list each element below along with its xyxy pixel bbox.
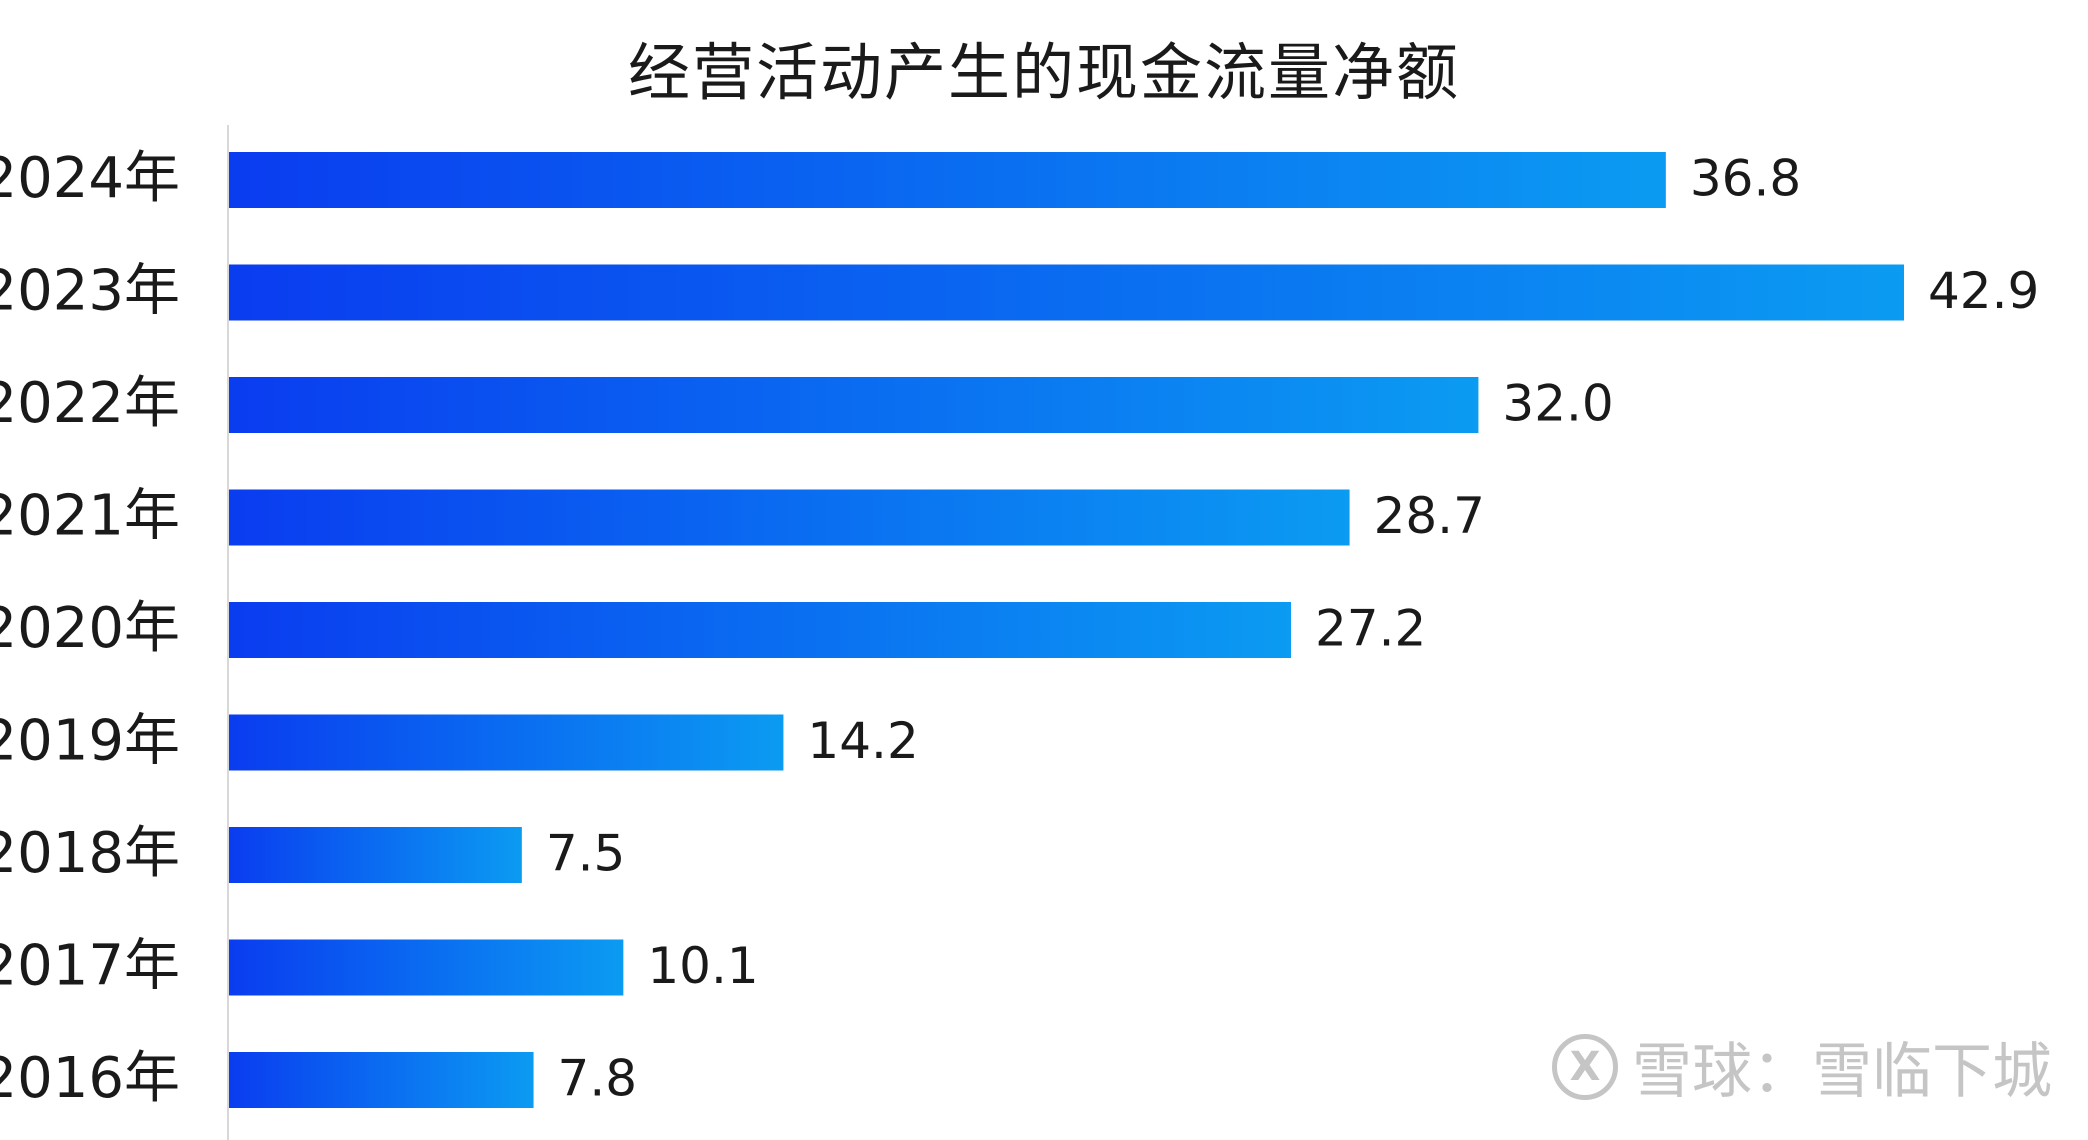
bar <box>229 939 624 996</box>
category-label: 2018年 <box>0 821 180 886</box>
value-label: 7.8 <box>558 1050 638 1108</box>
value-label: 42.9 <box>1928 262 2039 320</box>
value-label: 10.1 <box>647 937 758 995</box>
category-label: 2022年 <box>0 371 180 436</box>
value-label: 7.5 <box>546 825 626 883</box>
category-label: 2024年 <box>0 146 180 211</box>
category-label: 2019年 <box>0 709 180 774</box>
category-label: 2016年 <box>0 1046 180 1111</box>
bar <box>229 377 1479 433</box>
snowball-logo-icon: X <box>1552 1033 1618 1100</box>
value-label: 32.0 <box>1502 375 1613 433</box>
bar <box>229 602 1292 658</box>
bar <box>229 1052 534 1108</box>
watermark-text: 雪球：雪临下城 <box>1632 1037 2052 1107</box>
category-label: 2023年 <box>0 259 180 324</box>
bar <box>229 152 1666 208</box>
watermark: X 雪球：雪临下城 <box>1552 1023 2052 1110</box>
category-label: 2017年 <box>0 934 180 999</box>
value-label: 28.7 <box>1374 487 1485 545</box>
category-label: 2020年 <box>0 596 180 661</box>
chart-title: 经营活动产生的现金流量净额 <box>627 36 1460 109</box>
value-label: 14.2 <box>807 712 918 770</box>
value-label: 27.2 <box>1315 600 1426 658</box>
value-label: 36.8 <box>1690 150 1801 208</box>
bar <box>229 489 1350 546</box>
bar <box>229 714 784 771</box>
bar <box>229 827 522 883</box>
category-label: 2021年 <box>0 484 180 549</box>
bar <box>229 264 1904 321</box>
